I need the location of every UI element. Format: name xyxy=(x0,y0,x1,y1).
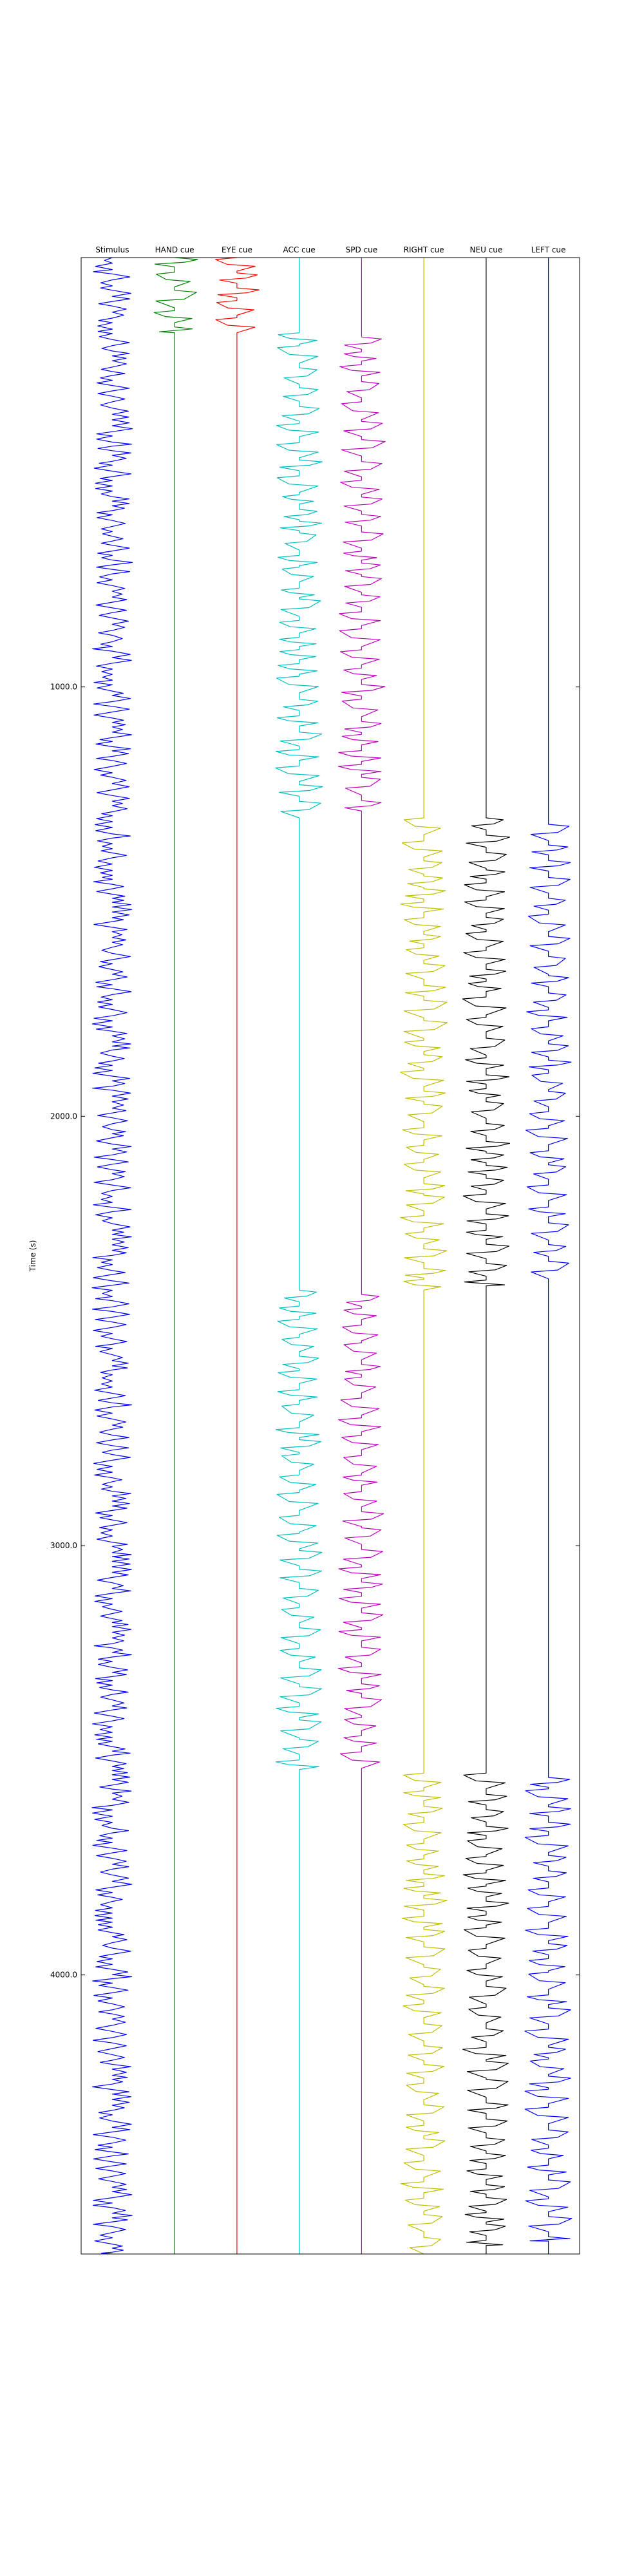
series-line-left-cue xyxy=(524,258,573,2254)
column-labels: Stimulus HAND cue EYE cue ACC cue SPD cue RIG… xyxy=(95,245,565,254)
y-ticks: 1000.0 2000.0 3000.0 4000.0 xyxy=(50,683,580,1980)
column-label-eye-cue: EYE cue xyxy=(222,245,252,254)
column-label-stimulus: Stimulus xyxy=(95,245,129,254)
series-line-neu-cue xyxy=(462,258,511,2254)
series-line-hand-cue xyxy=(153,257,198,2254)
trace-group xyxy=(91,257,573,2255)
column-label-spd-cue: SPD cue xyxy=(346,245,378,254)
column-label-hand-cue: HAND cue xyxy=(155,245,194,254)
y-tick-label: 2000.0 xyxy=(50,1112,77,1121)
series-line-eye-cue xyxy=(215,257,260,2254)
series-line-stimulus xyxy=(91,257,133,2255)
series-line-spd-cue xyxy=(337,258,386,2254)
y-tick-label: 1000.0 xyxy=(50,683,77,692)
plot-frame xyxy=(80,257,580,2255)
column-label-neu-cue: NEU cue xyxy=(470,245,503,254)
y-tick-label: 4000.0 xyxy=(50,1971,77,1980)
column-label-acc-cue: ACC cue xyxy=(283,245,316,254)
series-line-right-cue xyxy=(400,258,448,2255)
y-tick-label: 3000.0 xyxy=(50,1541,77,1550)
column-label-left-cue: LEFT cue xyxy=(531,245,566,254)
y-axis-label: Time (s) xyxy=(28,1240,37,1273)
series-line-acc-cue xyxy=(275,258,323,2254)
column-label-right-cue: RIGHT cue xyxy=(404,245,444,254)
